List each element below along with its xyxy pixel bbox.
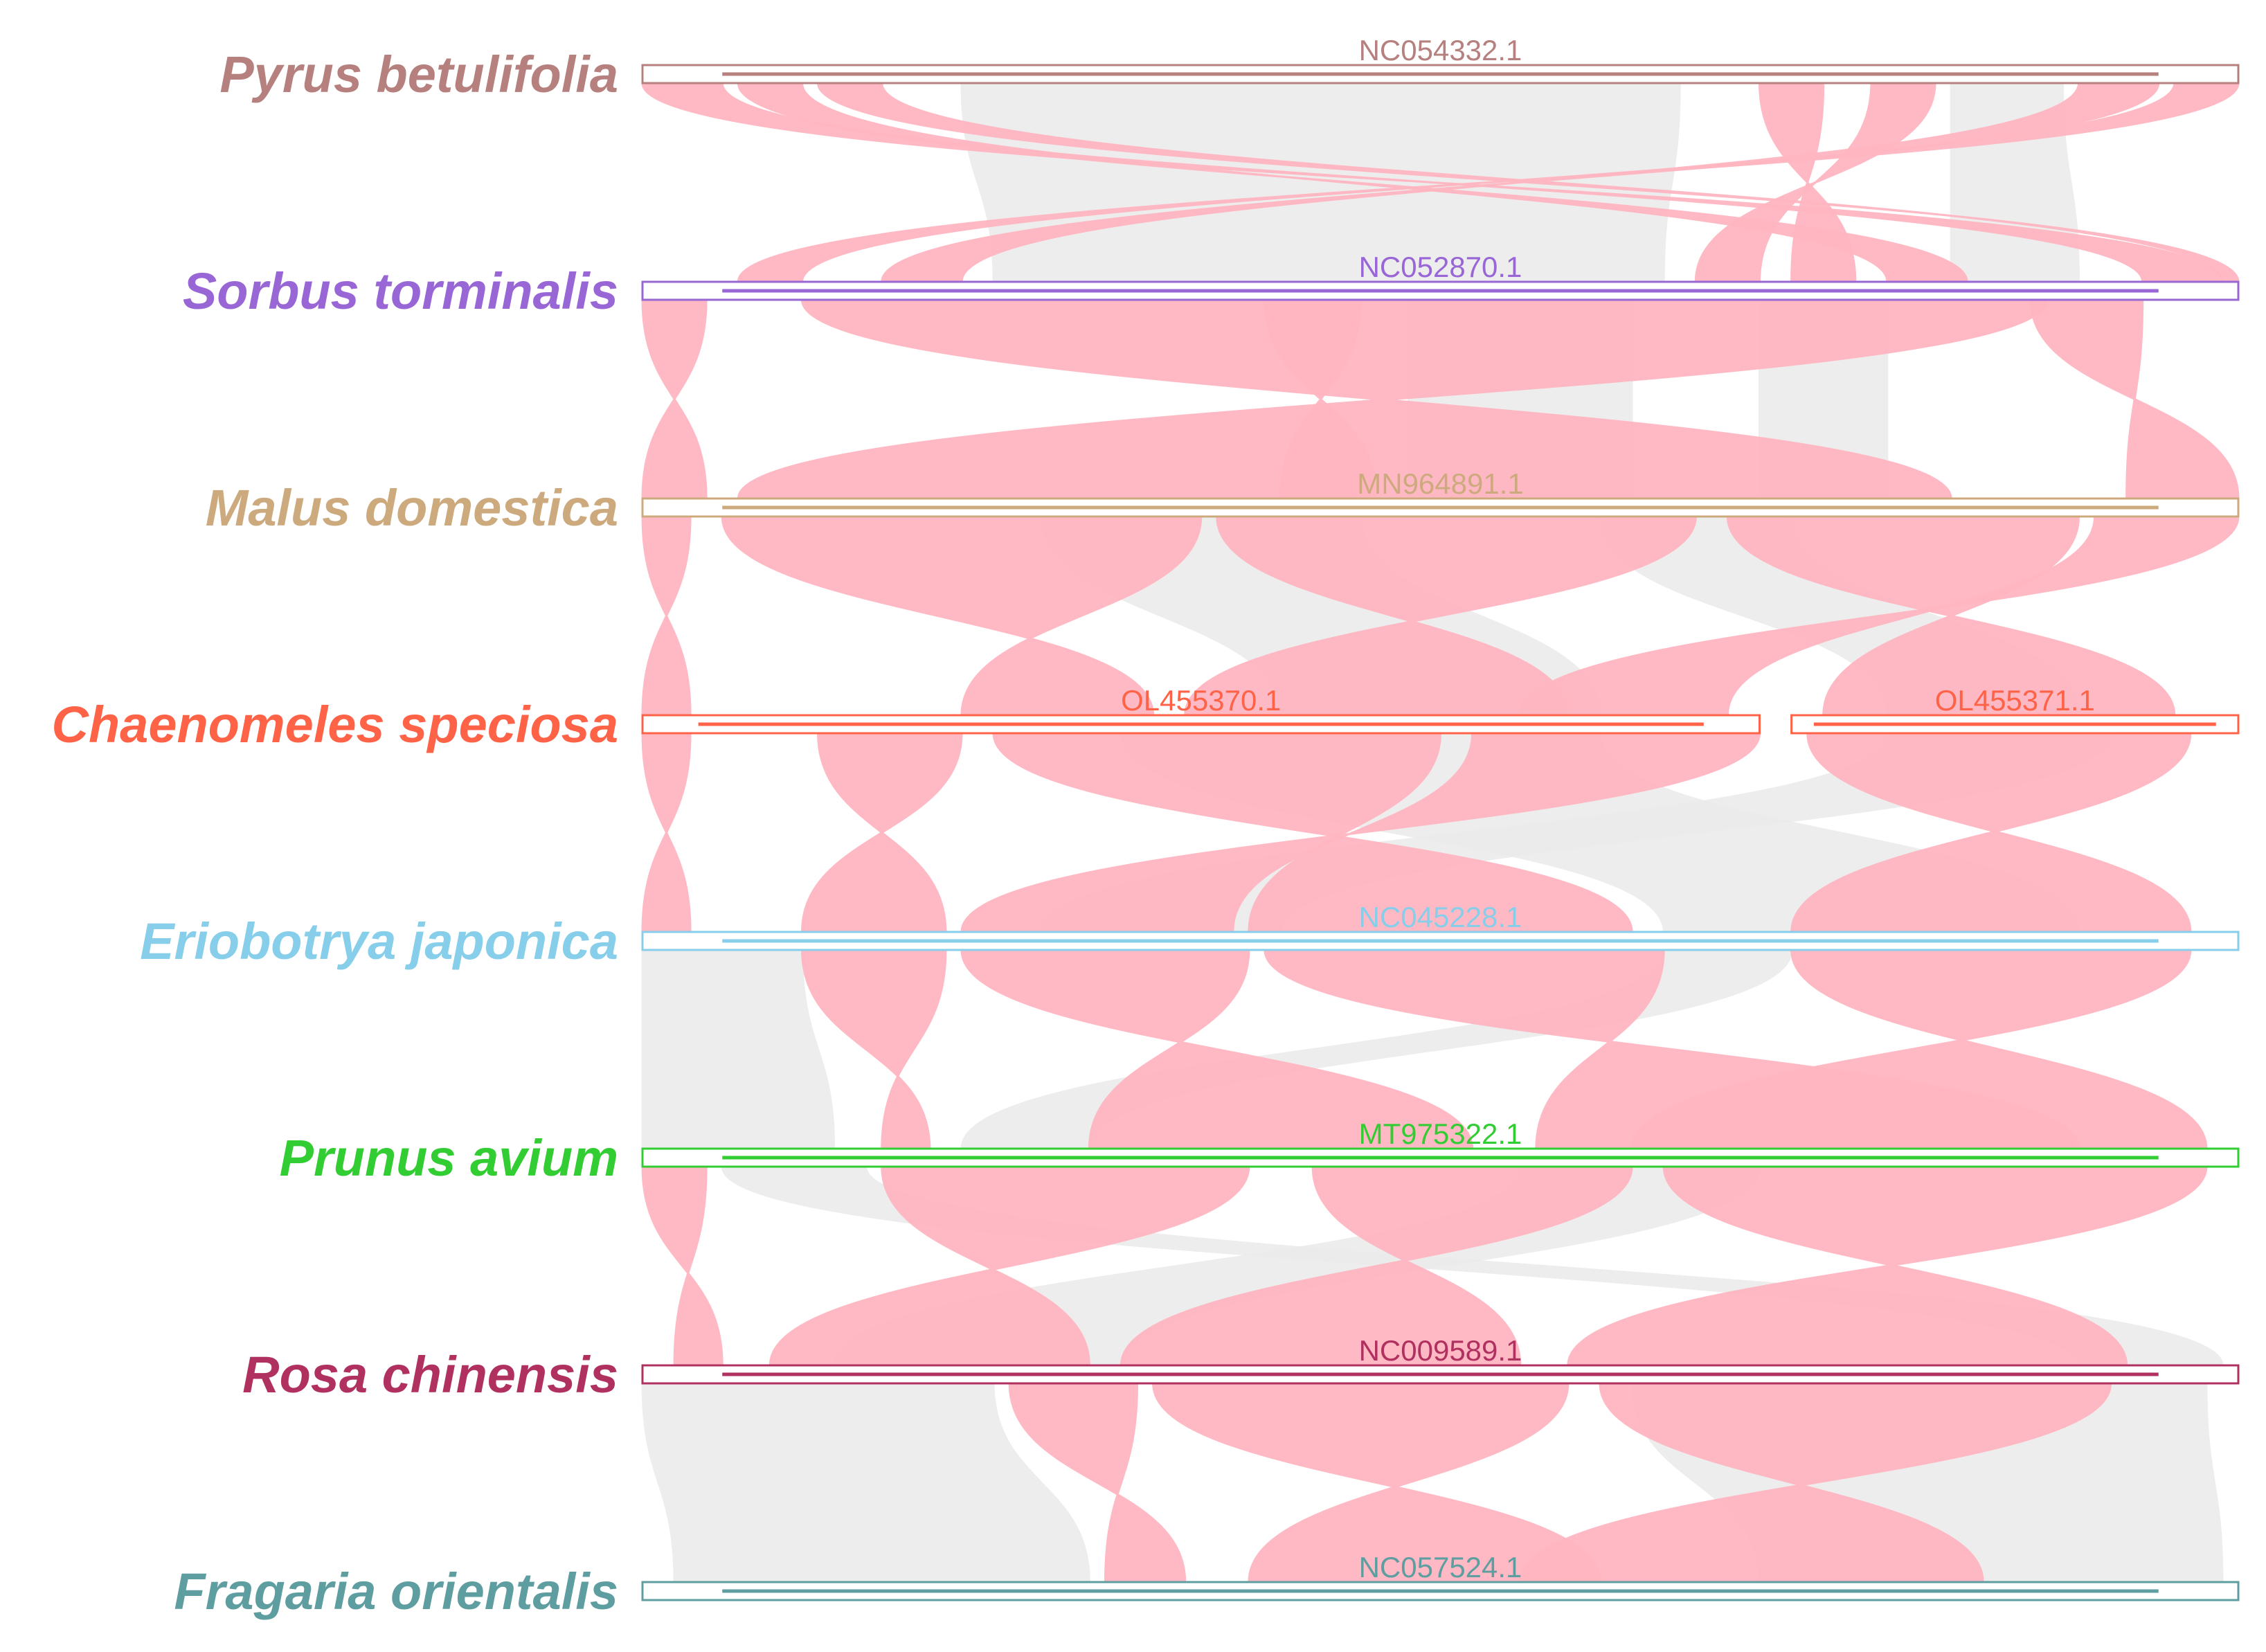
species-label: Fragaria orientalis	[174, 1563, 618, 1620]
chromosome-id-label: NC052870.1	[1359, 251, 1522, 283]
genome-track-3: Chaenomeles speciosa OL455370.1 OL455371.1	[52, 684, 2240, 753]
inverted-block-33	[960, 732, 1761, 933]
inverted-block-25	[641, 515, 692, 717]
inverted-block-41	[1119, 1165, 1633, 1367]
genome-track-6: Rosa chinensis NC009589.1	[242, 1334, 2240, 1403]
species-label: Pyrus betulifolia	[219, 46, 618, 103]
inverted-block-39	[641, 1165, 723, 1367]
inverted-block-36	[960, 949, 1474, 1150]
genome-track-4: Eriobotrya japonica NC045228.1	[140, 901, 2240, 970]
chromosome-id-label: MN964891.1	[1357, 467, 1524, 500]
species-label: Chaenomeles speciosa	[52, 696, 618, 753]
chromosome-id-label: NC045228.1	[1359, 901, 1522, 933]
synteny-links	[641, 82, 2240, 1583]
chromosome-id-label: NC009589.1	[1359, 1334, 1522, 1367]
species-label: Rosa chinensis	[242, 1346, 618, 1403]
species-label: Sorbus torminalis	[183, 262, 618, 320]
collinear-block-8	[641, 949, 836, 1150]
genome-track-1: Sorbus torminalis NC052870.1	[183, 251, 2240, 320]
inverted-block-43	[1008, 1382, 1187, 1583]
inverted-block-32	[992, 732, 1633, 933]
species-label: Malus domestica	[206, 479, 618, 537]
inverted-block-42	[1567, 1165, 2208, 1367]
inverted-block-29	[1519, 515, 2240, 717]
genome-track-7: Fragaria orientalis NC057524.1	[174, 1551, 2240, 1620]
chromosome-id-label: NC054332.1	[1359, 34, 1522, 66]
genome-track-0: Pyrus betulifolia NC054332.1	[219, 34, 2240, 103]
collinear-block-0	[960, 82, 1681, 283]
inverted-block-21	[641, 298, 708, 500]
inverted-block-30	[641, 732, 692, 933]
genome-track-2: Malus domestica MN964891.1	[206, 467, 2240, 537]
chromosome-id-label: NC057524.1	[1359, 1551, 1522, 1583]
genome-track-5: Prunus avium MT975322.1	[280, 1117, 2240, 1187]
inverted-block-34	[1790, 732, 2192, 933]
chromosome-id-label: OL455371.1	[1935, 684, 2095, 717]
inverted-block-45	[1519, 1382, 2112, 1583]
inverted-block-17	[1758, 82, 1857, 283]
chromosome-id-label: MT975322.1	[1359, 1117, 1522, 1150]
inverted-block-31	[800, 732, 963, 933]
species-label: Eriobotrya japonica	[140, 913, 618, 970]
inverted-block-26	[721, 515, 1203, 717]
species-label: Prunus avium	[280, 1129, 618, 1187]
inverted-block-40	[768, 1165, 1250, 1367]
chromosome-id-label: OL455370.1	[1121, 684, 1281, 717]
inverted-block-38	[1630, 949, 2208, 1150]
inverted-block-23	[2029, 298, 2240, 500]
genome-tracks: Pyrus betulifolia NC054332.1 Sorbus tormin…	[52, 34, 2240, 1620]
inverted-block-27	[1184, 515, 1697, 717]
